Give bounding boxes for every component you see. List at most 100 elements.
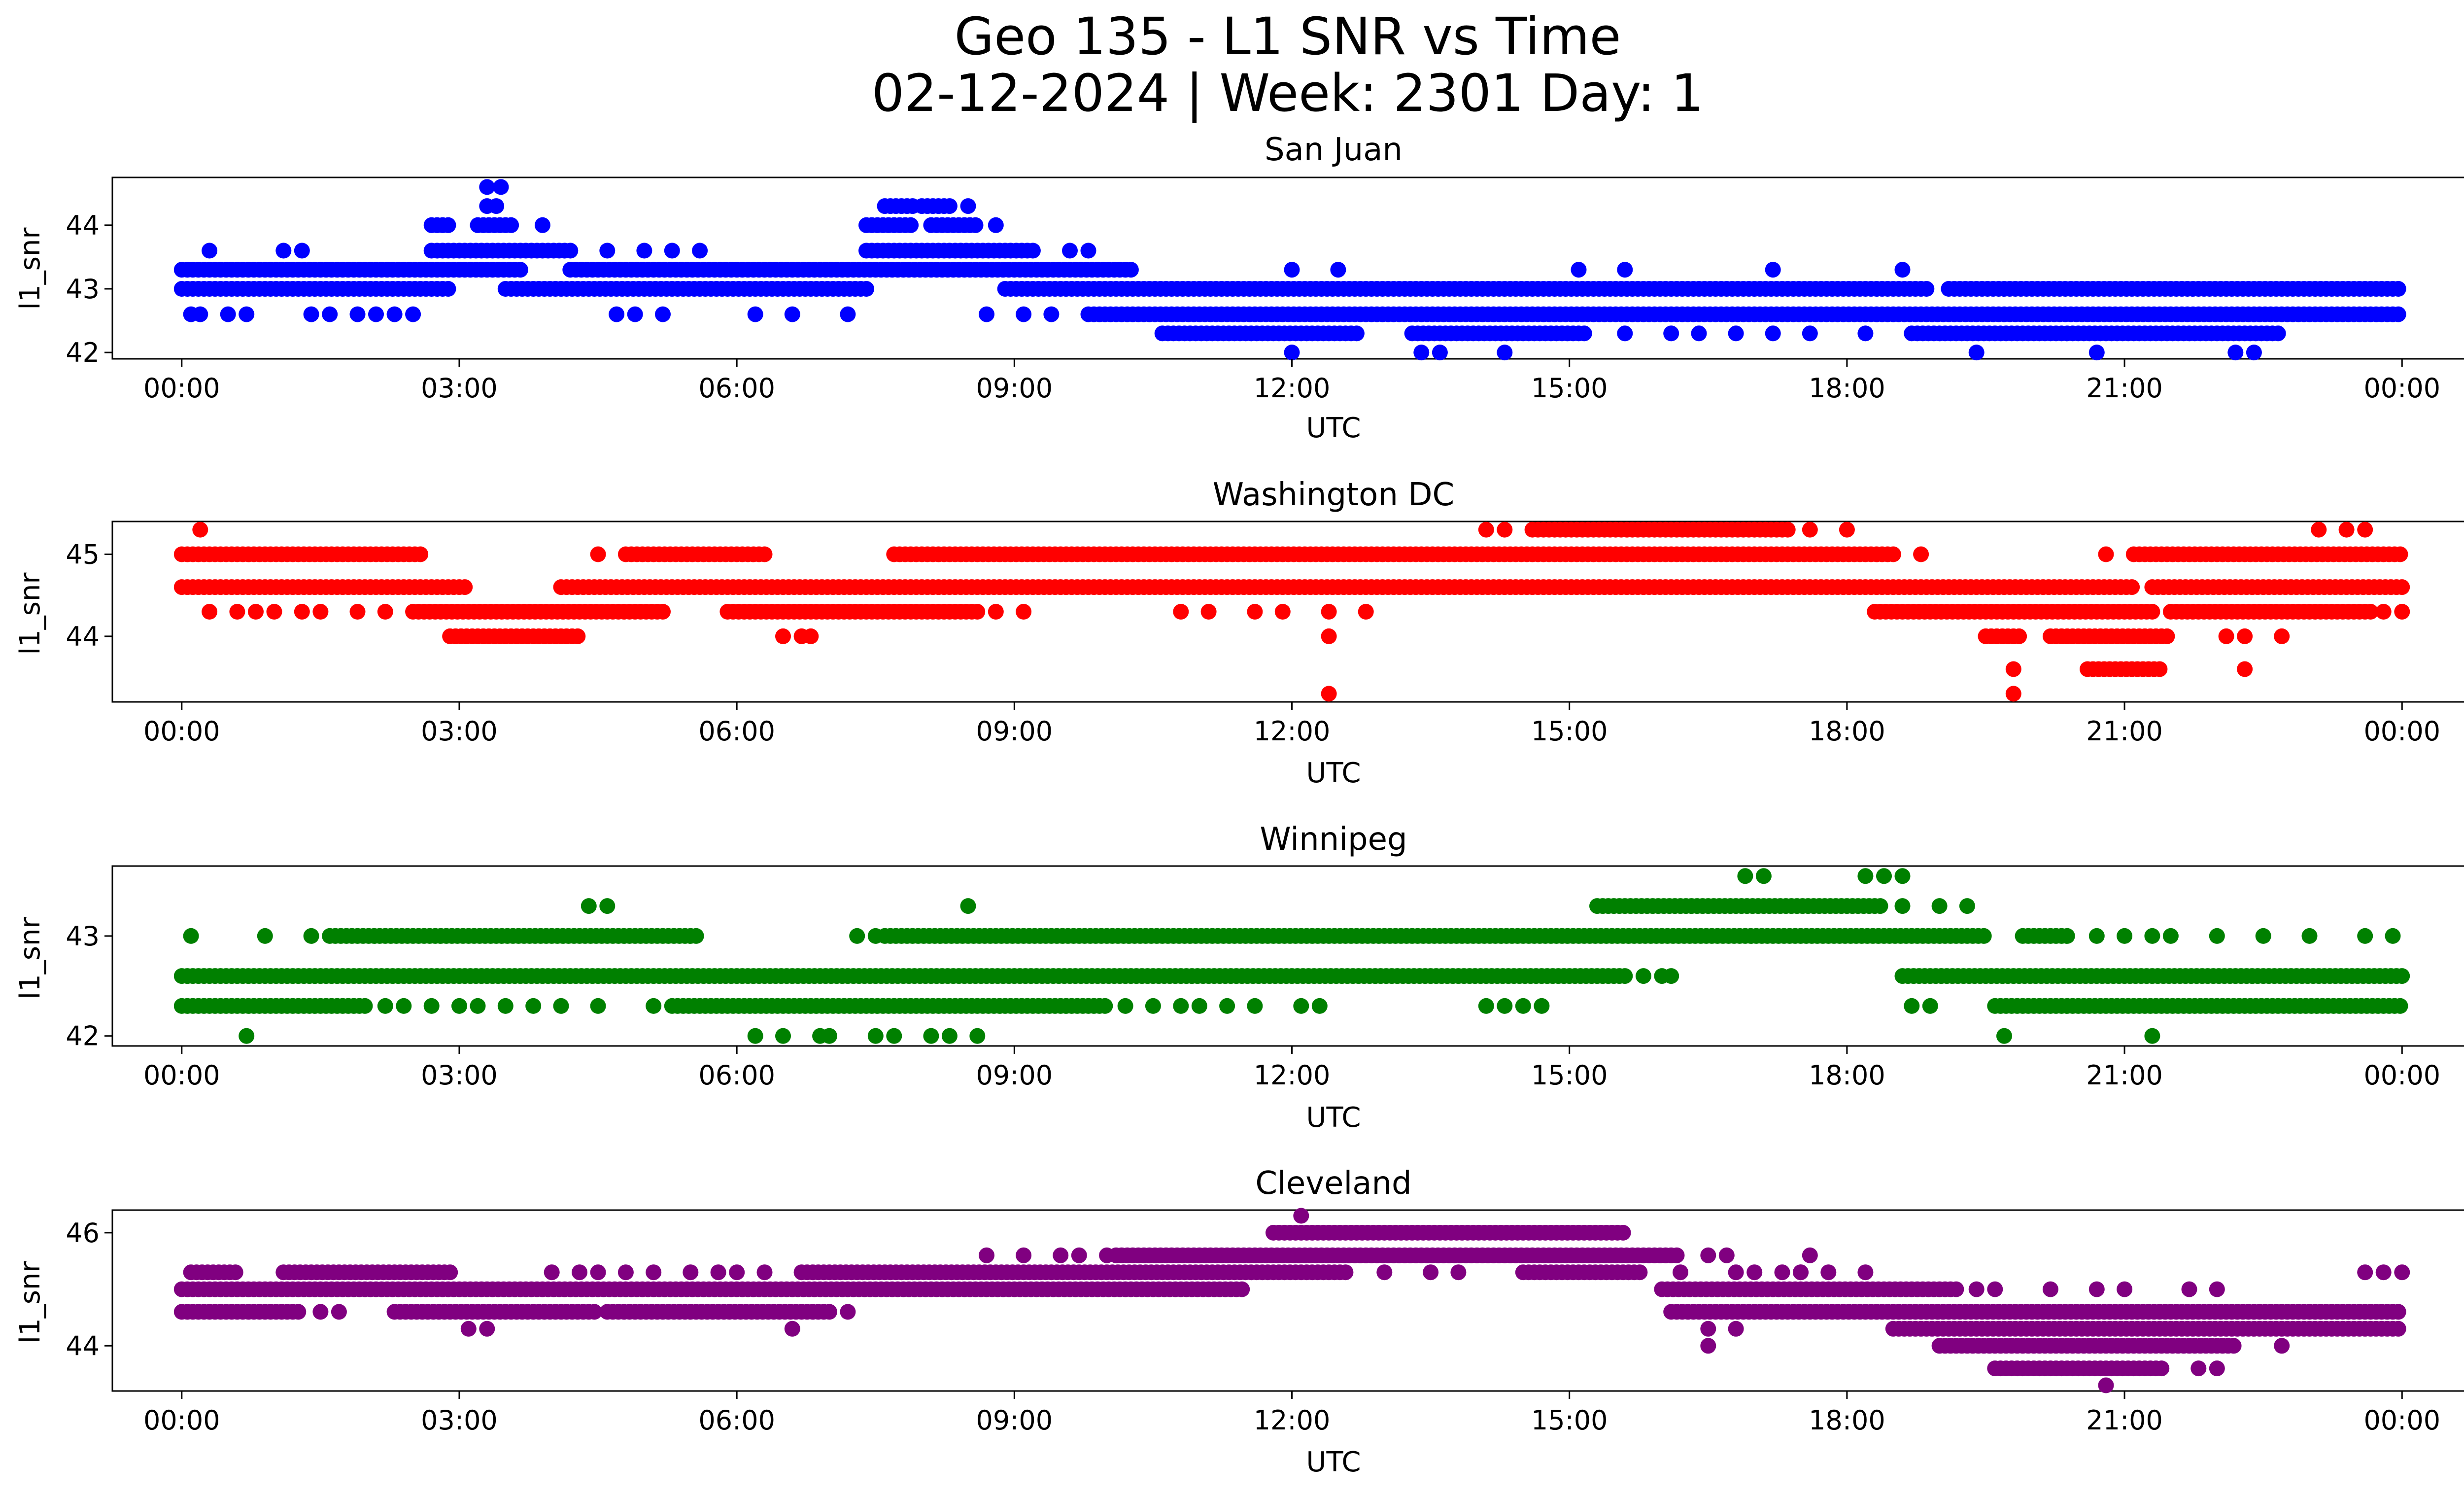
data-point bbox=[2301, 928, 2318, 944]
data-point bbox=[2394, 1264, 2410, 1281]
x-tick-label: 21:00 bbox=[2086, 716, 2163, 747]
data-point bbox=[239, 1028, 255, 1044]
data-point bbox=[1959, 898, 1975, 914]
data-point bbox=[525, 998, 542, 1014]
data-point bbox=[442, 1264, 458, 1281]
data-point bbox=[229, 604, 245, 620]
data-point bbox=[479, 1321, 495, 1337]
x-tick-label: 06:00 bbox=[698, 716, 775, 747]
data-point bbox=[1931, 898, 1948, 914]
data-point bbox=[784, 1321, 800, 1337]
data-point bbox=[2362, 604, 2379, 620]
x-tick-label: 21:00 bbox=[2086, 1060, 2163, 1091]
data-point bbox=[2270, 325, 2286, 342]
data-point bbox=[1053, 1247, 1069, 1263]
data-point bbox=[1432, 345, 1448, 361]
data-point bbox=[646, 1264, 662, 1281]
data-point bbox=[1968, 1281, 1985, 1297]
data-points bbox=[173, 522, 2410, 702]
data-point bbox=[1615, 1224, 1631, 1241]
data-point bbox=[1976, 928, 1992, 944]
data-point bbox=[1774, 1264, 1790, 1281]
x-axis-label: UTC bbox=[1306, 757, 1361, 789]
data-point bbox=[1948, 1281, 1964, 1297]
data-point bbox=[488, 198, 505, 214]
data-point bbox=[312, 604, 329, 620]
data-point bbox=[1857, 325, 1874, 342]
x-tick-label: 09:00 bbox=[976, 716, 1053, 747]
data-point bbox=[2088, 928, 2105, 944]
y-axis-label: l1_snr bbox=[14, 227, 46, 310]
panel-title: San Juan bbox=[1265, 132, 1403, 168]
data-point bbox=[646, 998, 662, 1014]
data-point bbox=[544, 1264, 560, 1281]
data-point bbox=[2357, 522, 2373, 538]
data-point bbox=[440, 281, 456, 297]
data-point bbox=[460, 1321, 477, 1337]
data-point bbox=[1885, 546, 1901, 562]
x-tick-label: 18:00 bbox=[1809, 1060, 1885, 1091]
data-point bbox=[941, 198, 958, 214]
y-tick-label: 46 bbox=[66, 1217, 100, 1249]
data-point bbox=[1904, 998, 1920, 1014]
data-point bbox=[1617, 325, 1633, 342]
data-point bbox=[275, 243, 292, 259]
data-point bbox=[2088, 345, 2105, 361]
x-tick-label: 12:00 bbox=[1254, 1060, 1331, 1091]
x-tick-label: 03:00 bbox=[421, 1405, 498, 1436]
data-point bbox=[202, 243, 218, 259]
data-point bbox=[303, 306, 319, 322]
data-point bbox=[386, 306, 403, 322]
data-points bbox=[173, 868, 2410, 1044]
data-point bbox=[664, 243, 680, 259]
data-point bbox=[1691, 325, 1707, 342]
data-point bbox=[784, 306, 800, 322]
data-point bbox=[840, 306, 856, 322]
y-tick-label: 44 bbox=[66, 1330, 100, 1361]
data-point bbox=[1632, 1264, 1648, 1281]
data-point bbox=[867, 928, 884, 944]
panel-title: Washington DC bbox=[1213, 477, 1454, 513]
y-tick-label: 44 bbox=[66, 621, 100, 652]
data-point bbox=[1284, 262, 1300, 278]
data-point bbox=[2209, 928, 2225, 944]
y-tick-label: 45 bbox=[66, 539, 100, 570]
x-tick-label: 06:00 bbox=[698, 1405, 775, 1436]
data-point bbox=[2225, 1338, 2242, 1354]
data-point bbox=[710, 1264, 726, 1281]
data-point bbox=[1123, 262, 1139, 278]
data-point bbox=[1894, 898, 1911, 914]
data-point bbox=[377, 998, 393, 1014]
data-point bbox=[1857, 868, 1874, 884]
y-tick-label: 43 bbox=[66, 274, 100, 305]
data-point bbox=[1617, 968, 1633, 984]
data-point bbox=[821, 1304, 837, 1320]
data-point bbox=[2237, 661, 2253, 677]
data-point bbox=[1534, 998, 1550, 1014]
data-point bbox=[1478, 522, 1494, 538]
x-tick-label: 15:00 bbox=[1531, 1060, 1608, 1091]
data-point bbox=[988, 604, 1004, 620]
data-point bbox=[1728, 1321, 1744, 1337]
data-point bbox=[497, 998, 513, 1014]
data-point bbox=[1247, 604, 1263, 620]
x-tick-label: 12:00 bbox=[1254, 716, 1331, 747]
data-point bbox=[1968, 345, 1985, 361]
data-point bbox=[331, 1304, 347, 1320]
data-point bbox=[1820, 1264, 1837, 1281]
data-point bbox=[2394, 604, 2410, 620]
data-point bbox=[2117, 928, 2133, 944]
data-point bbox=[239, 306, 255, 322]
data-point bbox=[756, 546, 773, 562]
data-point bbox=[349, 604, 366, 620]
data-point bbox=[202, 604, 218, 620]
data-point bbox=[405, 306, 421, 322]
data-point bbox=[2246, 345, 2262, 361]
data-point bbox=[1663, 325, 1679, 342]
data-point bbox=[1780, 522, 1796, 538]
data-point bbox=[1728, 1264, 1744, 1281]
data-point bbox=[1330, 262, 1346, 278]
data-point bbox=[979, 306, 994, 322]
data-point bbox=[886, 1028, 902, 1044]
